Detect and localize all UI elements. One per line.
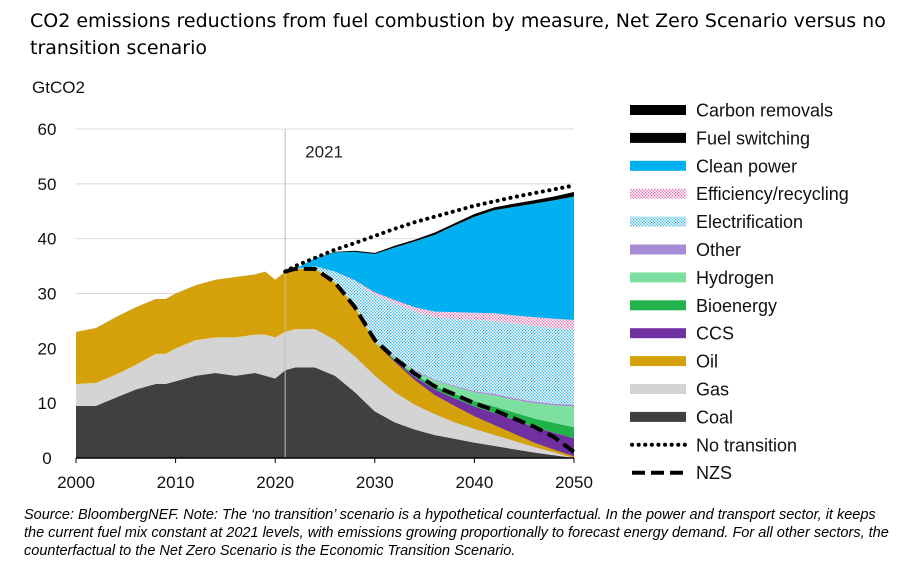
legend-label-hydrogen: Hydrogen	[696, 268, 774, 288]
area-carbon-removals	[76, 192, 574, 332]
legend-label-carbon-removals: Carbon removals	[696, 101, 833, 121]
legend: Carbon removals Fuel switching Clean power…	[630, 101, 849, 483]
legend-swatch-gas	[630, 384, 686, 394]
legend-label-nzs: NZS	[696, 463, 732, 483]
legend-label-electrification: Electrification	[696, 212, 803, 232]
x-tick-label-2040: 2040	[455, 473, 493, 492]
legend-swatch-ccs	[630, 328, 686, 339]
legend-swatch-other	[630, 244, 686, 255]
legend-swatch-fuel-switching	[630, 132, 686, 143]
axes: 2000 2010 2020 2030 2040 20500102030405060GtC…	[32, 78, 593, 492]
area-bioenergy	[76, 268, 574, 439]
legend-swatch-oil	[630, 356, 686, 367]
y-tick-label-0: 0	[42, 449, 51, 468]
area-coal	[76, 367, 574, 458]
scenario-lines	[283, 183, 576, 454]
legend-swatch-bioenergy	[630, 300, 686, 311]
chart: 2021 2000 2010 2020 2030 2040 205001020304050…	[32, 78, 849, 492]
x-tick-label-2050: 2050	[555, 473, 593, 492]
legend-label-fuel-switching: Fuel switching	[696, 128, 810, 148]
legend-swatch-coal	[630, 411, 686, 422]
area-efficiency-recycling	[76, 266, 574, 332]
source-note: Source: BloombergNEF. Note: The ‘no tran…	[24, 507, 889, 559]
area-hydrogen	[76, 268, 574, 428]
area-clean-power	[76, 196, 574, 332]
legend-label-efficiency-recycling: Efficiency/recycling	[696, 184, 849, 204]
y-axis-title: GtCO2	[32, 78, 85, 97]
year-marker: 2021	[284, 129, 343, 458]
legend-label-ccs: CCS	[696, 324, 734, 344]
legend-label-other: Other	[696, 240, 741, 260]
area-oil	[76, 268, 574, 458]
legend-swatch-clean-power	[630, 160, 686, 171]
area-gas	[76, 329, 574, 458]
area-electrification	[76, 266, 574, 405]
y-tick-label-10: 10	[38, 394, 57, 413]
y-tick-label-50: 50	[38, 175, 57, 194]
chart-title: CO2 emissions reductions from fuel combu…	[30, 10, 886, 59]
x-tick-label-2020: 2020	[256, 473, 294, 492]
legend-swatch-efficiency-recycling	[630, 188, 686, 199]
legend-label-bioenergy: Bioenergy	[696, 296, 777, 316]
line-no-transition	[283, 183, 576, 274]
y-tick-label-20: 20	[38, 339, 57, 358]
y-tick-label-30: 30	[38, 285, 57, 304]
x-tick-label-2030: 2030	[356, 473, 394, 492]
legend-swatch-electrification	[630, 216, 686, 227]
legend-label-no-transition: No transition	[696, 435, 797, 455]
line-nzs	[284, 266, 576, 454]
legend-swatch-hydrogen	[630, 272, 686, 283]
legend-label-coal: Coal	[696, 407, 733, 427]
legend-label-clean-power: Clean power	[696, 156, 797, 176]
y-tick-label-40: 40	[38, 230, 57, 249]
marker-label-2021: 2021	[305, 143, 343, 162]
area-layers	[76, 192, 574, 458]
x-tick-label-2010: 2010	[157, 473, 195, 492]
legend-label-oil: Oil	[696, 352, 718, 372]
legend-label-gas: Gas	[696, 380, 729, 400]
x-tick-label-2000: 2000	[57, 473, 95, 492]
y-tick-label-60: 60	[38, 120, 57, 139]
area-ccs	[76, 268, 574, 457]
legend-swatch-carbon-removals	[630, 105, 686, 115]
